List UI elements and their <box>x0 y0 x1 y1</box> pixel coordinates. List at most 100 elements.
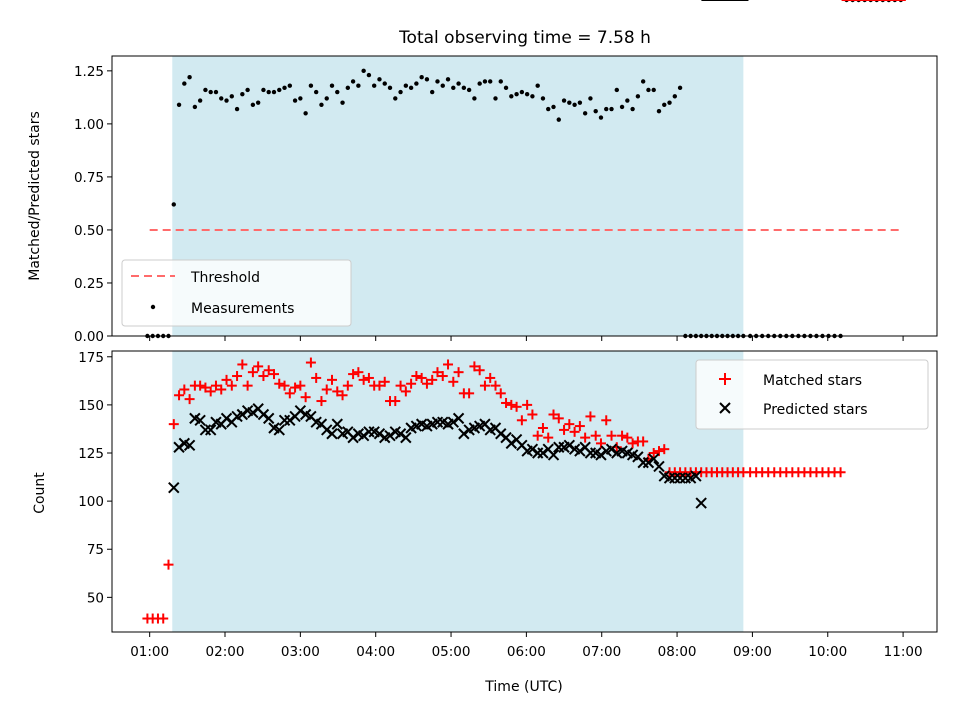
measurement-point <box>245 87 250 93</box>
matched-star-point <box>479 380 490 391</box>
top-y-tick-label: 1.25 <box>74 64 104 80</box>
measurement-point <box>509 94 514 99</box>
predicted-star-point <box>505 437 518 450</box>
matched-star-point <box>522 399 533 410</box>
matched-star-point <box>174 390 185 401</box>
top-y-tick-label: 0.25 <box>74 276 104 292</box>
measurement-point <box>546 106 551 112</box>
measurement-point <box>540 96 546 101</box>
matched-star-point <box>590 430 601 441</box>
predicted-star-point <box>220 412 233 425</box>
measurement-point <box>377 77 382 82</box>
predicted-star-point <box>263 412 275 425</box>
matched-star-point <box>210 380 221 391</box>
x-tick-label: 10:00 <box>808 644 847 660</box>
matched-star-point <box>627 438 638 449</box>
predicted-star-point <box>648 453 660 465</box>
matched-star-point <box>580 432 591 443</box>
matched-star-point <box>638 436 649 447</box>
measurement-point <box>350 79 356 84</box>
predicted-star-point <box>357 429 370 442</box>
predicted-star-point <box>495 428 507 440</box>
predicted-star-point <box>373 428 386 440</box>
predicted-star-point <box>400 431 412 444</box>
matched-star-point <box>506 399 517 410</box>
bottom-legend-box <box>695 359 929 430</box>
measurement-point <box>435 79 440 84</box>
measurement-point <box>503 85 509 91</box>
matched-star-point <box>464 388 475 399</box>
legend-predicted-label: Predicted stars <box>763 402 868 418</box>
measurement-point <box>651 87 656 93</box>
matched-star-point <box>337 390 348 401</box>
measurement-point <box>561 98 567 103</box>
matched-star-point <box>527 409 538 420</box>
top-y-axis-label: Matched/Predicted stars <box>27 111 43 281</box>
matched-star-point <box>501 397 512 408</box>
measurement-point <box>414 81 419 86</box>
bottom-y-tick-label: 175 <box>78 350 104 366</box>
measurement-point <box>303 111 308 116</box>
measurement-point <box>408 85 414 91</box>
measurement-point <box>287 83 293 88</box>
x-tick-label: 11:00 <box>884 644 923 660</box>
x-tick-label: 08:00 <box>658 644 697 660</box>
top-y-tick-label: 0.75 <box>74 170 104 186</box>
legend-measurements-label: Measurements <box>191 301 294 317</box>
measurement-point <box>203 87 208 93</box>
matched-star-point <box>427 374 438 385</box>
matched-star-point <box>416 372 427 383</box>
measurement-point <box>477 81 482 86</box>
measurement-point <box>614 87 619 93</box>
matched-star-point <box>490 380 501 391</box>
measurement-point <box>672 94 678 99</box>
measurement-point <box>419 75 424 80</box>
predicted-star-point <box>452 412 465 425</box>
measurement-point <box>224 98 229 103</box>
measurement-point <box>619 104 625 110</box>
measurement-point <box>229 94 234 99</box>
matched-star-point <box>601 415 612 426</box>
top-x-ticks <box>149 336 904 341</box>
matched-star-point <box>179 384 190 395</box>
measurement-point <box>403 83 409 88</box>
predicted-star-point <box>695 497 707 509</box>
matched-star-point <box>226 380 237 391</box>
measurement-point <box>171 202 176 207</box>
measurement-point <box>588 96 593 101</box>
measurement-point <box>366 72 372 78</box>
measurement-point <box>524 91 530 97</box>
matched-star-point <box>474 365 485 376</box>
measurement-point <box>456 81 461 86</box>
measurement-point <box>324 96 329 101</box>
legend-threshold-label: Threshold <box>190 270 260 286</box>
measurement-point <box>662 102 667 107</box>
predicted-star-point <box>284 414 296 426</box>
matched-star-point <box>443 359 454 370</box>
bottom-panel: 50 75 100 125 150 175 01:00 02:00 03:00 04:00 05:… <box>32 0 938 695</box>
top-y-ticks: 0.00 0.25 0.50 0.75 1.00 1.25 <box>74 64 112 345</box>
top-legend-box <box>121 259 352 327</box>
predicted-star-point <box>173 441 185 453</box>
matched-star-point <box>537 422 548 433</box>
matched-star-point <box>358 374 369 385</box>
measurement-point <box>271 89 277 95</box>
measurement-point <box>393 96 398 101</box>
measurement-point <box>255 100 261 105</box>
matched-legend-swatch <box>719 373 731 385</box>
measurement-point <box>461 85 467 91</box>
measurement-point <box>371 83 377 88</box>
measurement-point <box>424 77 430 82</box>
matched-star-point <box>469 361 480 372</box>
predicted-star-point <box>690 470 702 482</box>
matched-star-point <box>421 378 432 389</box>
measurement-point <box>677 85 683 91</box>
measurement-point <box>551 104 556 110</box>
matched-star-point <box>395 380 406 391</box>
matched-star-point <box>374 380 385 391</box>
predicted-star-point <box>236 408 249 421</box>
measurement-point <box>498 79 503 84</box>
measurement-point <box>466 87 472 93</box>
predicted-star-point <box>384 429 396 442</box>
bottom-y-tick-label: 75 <box>87 542 104 558</box>
